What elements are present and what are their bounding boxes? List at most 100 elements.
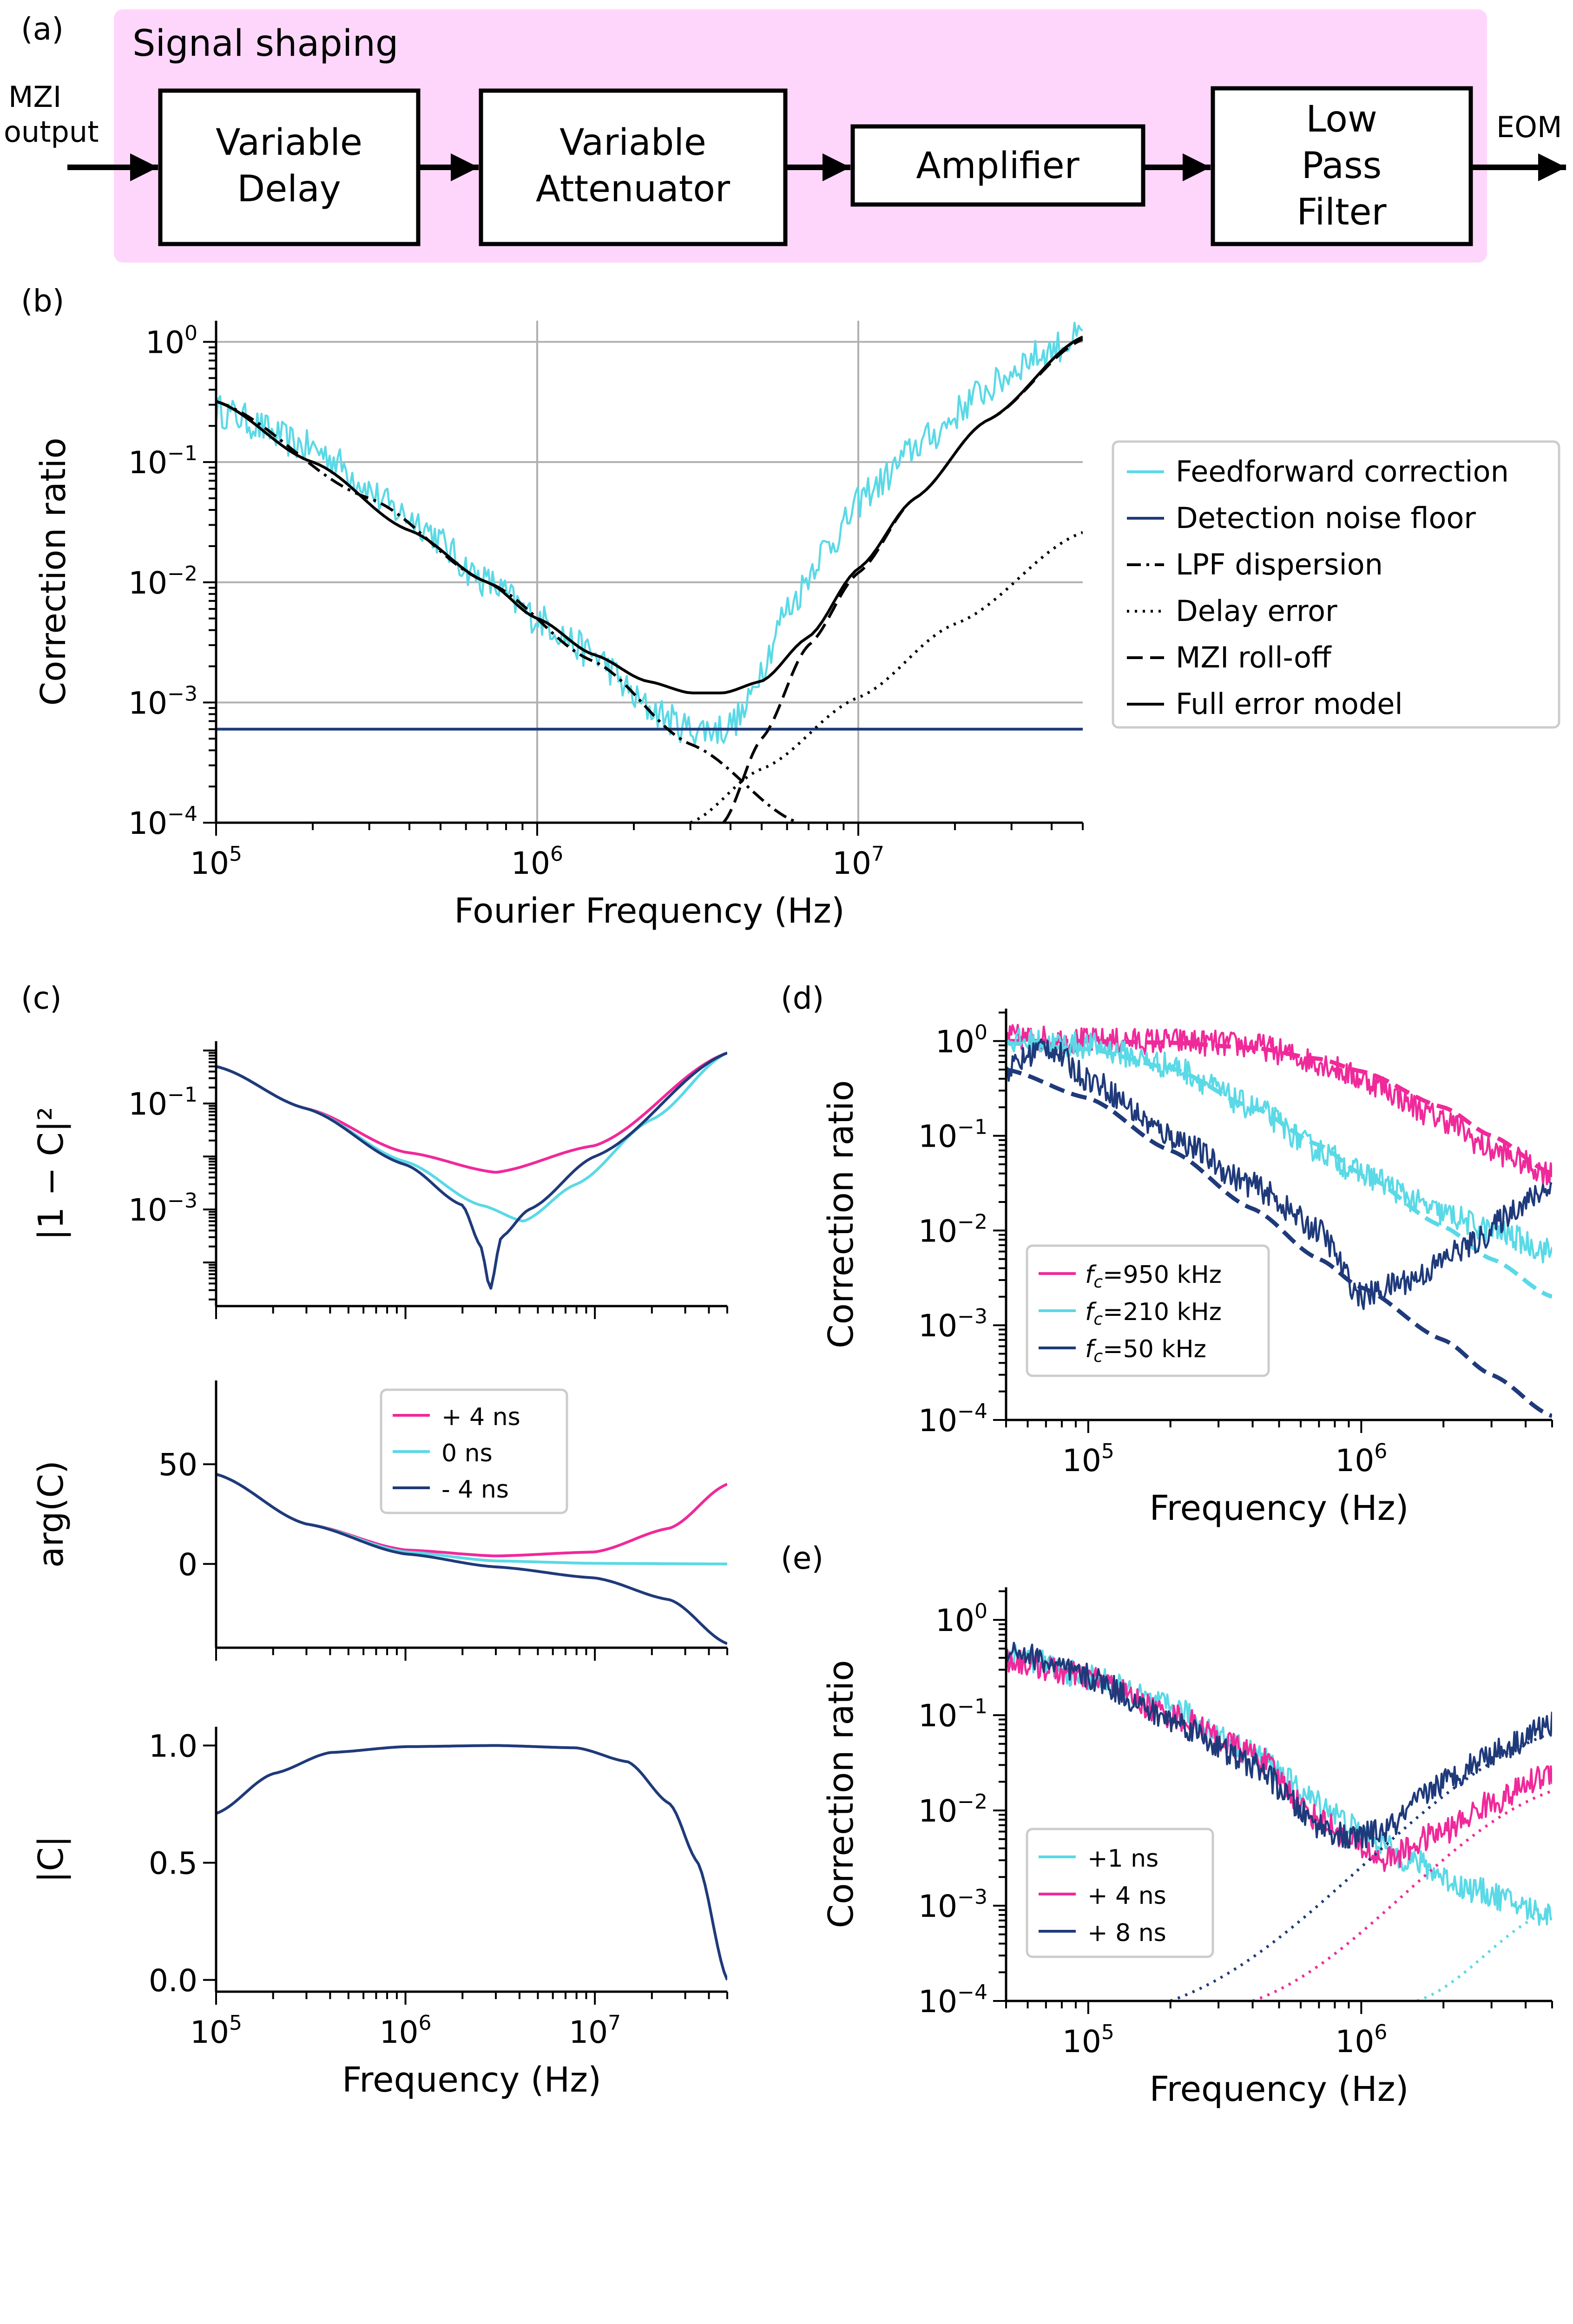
block-4-line1: Low <box>1306 99 1377 140</box>
output-label: EOM <box>1496 110 1562 144</box>
y-tick-label: 10−4 <box>918 1400 987 1439</box>
series-b-0 <box>216 322 1083 746</box>
y-axis-label: |1 − C|² <box>31 1107 71 1240</box>
series-c1-2 <box>216 1051 727 1290</box>
legend-d-0-label: fc=950 kHz <box>1085 1261 1222 1292</box>
block-3-line1: Amplifier <box>916 145 1079 187</box>
y-axis-label: arg(C) <box>31 1460 71 1568</box>
series-e-5 <box>1170 1731 1552 2001</box>
panel-e-label: (e) <box>781 1540 823 1576</box>
legend-b-5-label: Full error model <box>1176 687 1403 721</box>
x-tick-label: 107 <box>832 842 884 881</box>
input-label-2: output <box>4 115 99 149</box>
series-d-2 <box>1006 1027 1552 1264</box>
legend-e-0-label: +1 ns <box>1087 1845 1158 1873</box>
x-axis-label: Frequency (Hz) <box>1149 2069 1408 2109</box>
panel-b-label: (b) <box>21 283 64 319</box>
y-tick-label: 10−3 <box>918 1885 987 1924</box>
x-tick-label: 106 <box>380 2011 432 2050</box>
y-tick-label: 10−2 <box>128 562 197 601</box>
series-e-4 <box>1252 1789 1552 2001</box>
x-axis-label: Frequency (Hz) <box>342 2060 601 2100</box>
block-variable-delay: Variable Delay <box>158 88 421 246</box>
chart-b: 105 106 107 100 10−1 10−2 10−3 10−4 Fourier Freq… <box>33 321 1560 931</box>
legend-box <box>1026 1244 1270 1377</box>
y-tick-label: 10−1 <box>128 442 197 481</box>
legend-box <box>1112 440 1560 729</box>
x-tick-label: 106 <box>1335 1439 1387 1479</box>
x-tick-label: 105 <box>1062 2020 1114 2060</box>
legend-b-3-label: Delay error <box>1176 594 1337 628</box>
legend-c-1-label: 0 ns <box>441 1439 493 1467</box>
series-c3-0 <box>216 1744 727 1981</box>
legend-b-4-label: MZI roll-off <box>1176 640 1332 674</box>
series-b-2 <box>216 400 799 823</box>
series-d-4 <box>1006 1038 1552 1310</box>
series-c2-2 <box>216 1472 727 1645</box>
y-axis-label: Correction ratio <box>821 1080 861 1348</box>
x-tick-label: 106 <box>511 842 563 881</box>
signal-shaping-title: Signal shaping <box>132 23 398 65</box>
series-d-1 <box>1006 1039 1552 1175</box>
y-tick-label: 10−2 <box>918 1210 987 1249</box>
x-tick-label: 106 <box>1335 2020 1387 2060</box>
y-tick-label: 0.0 <box>149 1963 197 1999</box>
y-tick-label: 10−4 <box>918 1981 987 2020</box>
series-b-4 <box>722 338 1083 823</box>
series-e-2 <box>1006 1642 1552 1849</box>
legend-b-0-label: Feedforward correction <box>1176 455 1509 489</box>
block-4-line3: Filter <box>1297 191 1387 233</box>
series-b-3 <box>690 531 1083 823</box>
chart-c2: 50 0 arg(C) + 4 ns 0 ns - 4 ns <box>31 1380 728 1661</box>
y-tick-label: 0 <box>178 1547 197 1583</box>
y-tick-label: 10−4 <box>128 802 197 841</box>
series-d-5 <box>1006 1067 1552 1418</box>
panel-a-label: (a) <box>21 11 64 47</box>
x-axis-label: Frequency (Hz) <box>1149 1488 1408 1528</box>
legend-e-1-label: + 4 ns <box>1087 1882 1166 1910</box>
legend-box <box>380 1388 568 1514</box>
series-c1-0 <box>216 1051 727 1174</box>
x-axis-label: Fourier Frequency (Hz) <box>454 891 845 931</box>
y-tick-label: 10−1 <box>918 1116 987 1155</box>
legend-d-2-label: fc=50 kHz <box>1085 1335 1206 1366</box>
y-tick-label: 10−2 <box>918 1790 987 1829</box>
y-tick-label: 50 <box>158 1447 197 1483</box>
legend-c-0-label: + 4 ns <box>441 1403 520 1431</box>
y-tick-label: 1.0 <box>149 1728 197 1764</box>
y-tick-label: 0.5 <box>149 1846 197 1882</box>
series-e-3 <box>1416 1908 1552 2001</box>
block-low-pass-filter: Low Pass Filter <box>1211 86 1473 246</box>
block-4-line2: Pass <box>1302 145 1382 187</box>
chart-c3: 105 106 107 1.0 0.5 0.0 Frequency (Hz) |C| <box>31 1727 728 2100</box>
y-tick-label: 10−3 <box>128 682 197 721</box>
chart-d: 105 106 100 10−1 10−2 10−3 10−4 Frequency (Hz) C… <box>821 1009 1553 1528</box>
legend-c-2-label: - 4 ns <box>441 1476 509 1504</box>
y-tick-label: 100 <box>935 1021 987 1060</box>
panel-d-label: (d) <box>781 980 824 1016</box>
x-tick-label: 105 <box>1062 1439 1114 1479</box>
y-axis-label: Correction ratio <box>821 1660 861 1928</box>
series-b-5 <box>216 336 1083 694</box>
input-label: MZI <box>8 80 61 114</box>
y-tick-label: 10−3 <box>128 1189 197 1228</box>
chart-c1: 10−1 10−3 |1 − C|² <box>31 1041 728 1319</box>
series-e-1 <box>1006 1649 1552 1872</box>
series-c1-1 <box>216 1051 727 1223</box>
legend-e-2-label: + 8 ns <box>1087 1919 1166 1947</box>
panel-c-label: (c) <box>21 980 62 1016</box>
y-tick-label: 100 <box>935 1599 987 1638</box>
legend-d-1-label: fc=210 kHz <box>1085 1298 1222 1329</box>
block-1-line1: Variable <box>216 122 362 164</box>
x-tick-label: 107 <box>569 2011 621 2050</box>
y-tick-label: 10−1 <box>128 1083 197 1122</box>
x-tick-label: 105 <box>190 842 242 881</box>
y-tick-label: 10−1 <box>918 1695 987 1734</box>
series-d-3 <box>1006 1041 1552 1299</box>
panel-a: (a) Signal shaping MZI output EOM Variab… <box>4 9 1566 263</box>
block-variable-attenuator: Variable Attenuator <box>479 88 788 246</box>
block-amplifier: Amplifier <box>850 124 1145 207</box>
x-tick-label: 105 <box>190 2011 242 2050</box>
y-axis-label: |C| <box>31 1835 71 1883</box>
